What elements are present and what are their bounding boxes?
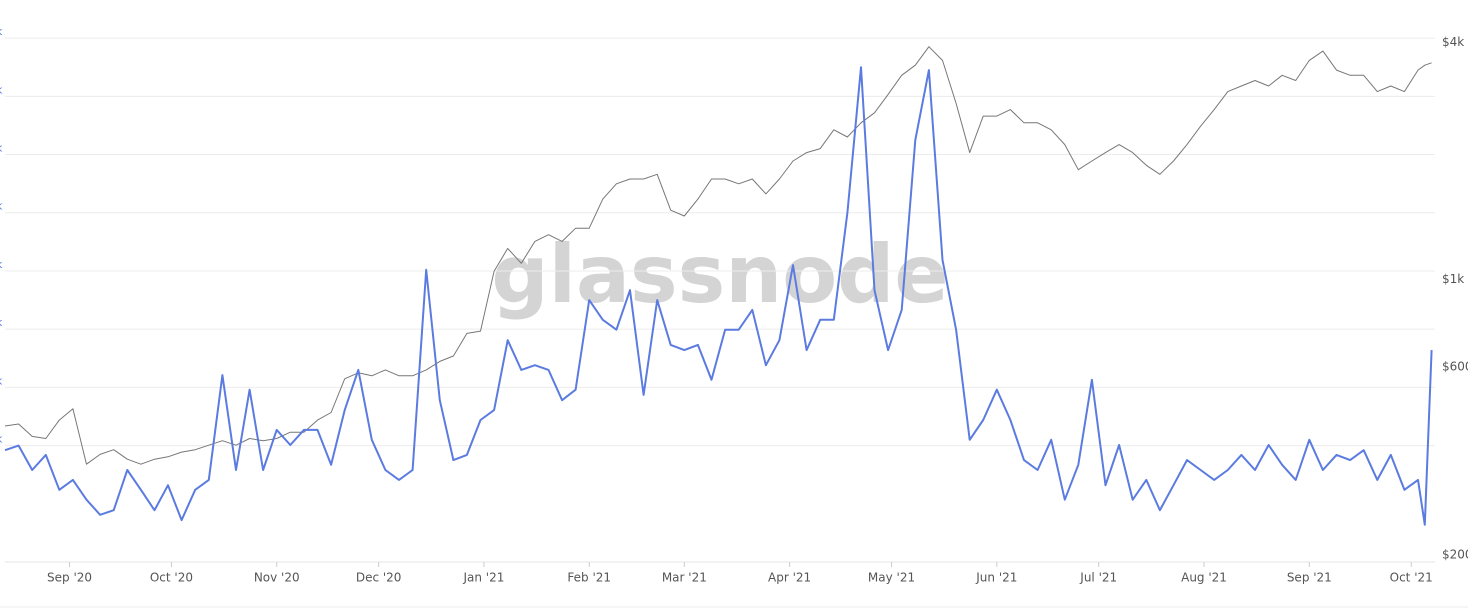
x-tick-label: Mar '21: [662, 571, 707, 585]
x-tick-label: May '21: [868, 571, 915, 585]
x-tick-label: Aug '21: [1181, 571, 1227, 585]
y-tick-label: k: [0, 25, 3, 38]
y-tick-label: k: [0, 374, 3, 387]
x-tick-label: Apr '21: [768, 571, 811, 585]
y-tick-label: k: [0, 433, 3, 446]
y-tick-label: k: [0, 142, 3, 155]
x-tick-label: Sep '20: [47, 571, 92, 585]
x-tick-label: Feb '21: [567, 571, 611, 585]
y-tick-label: k: [0, 258, 3, 271]
series-line: [4, 46, 1432, 465]
y2-tick-label: $200: [1442, 548, 1468, 562]
watermark: glassnode: [491, 228, 948, 321]
y2-tick-label: $600: [1442, 359, 1468, 373]
x-tick-label: Dec '20: [356, 571, 402, 585]
x-tick-label: Sep '21: [1287, 571, 1332, 585]
x-tick-label: Jan '21: [462, 571, 504, 585]
y2-tick-label: $4k: [1442, 35, 1464, 49]
x-tick-label: Oct '21: [1390, 571, 1433, 585]
series-line: [4, 66, 1433, 526]
x-tick-label: Oct '20: [150, 571, 193, 585]
y-tick-label: k: [0, 200, 3, 213]
y-tick-label: k: [0, 83, 3, 96]
y2-tick-label: $1k: [1442, 272, 1464, 286]
x-tick-label: Nov '20: [254, 571, 300, 585]
y-tick-label: k: [0, 316, 3, 329]
x-tick-label: Jun '21: [975, 571, 1017, 585]
x-tick-label: Jul '21: [1079, 571, 1117, 585]
